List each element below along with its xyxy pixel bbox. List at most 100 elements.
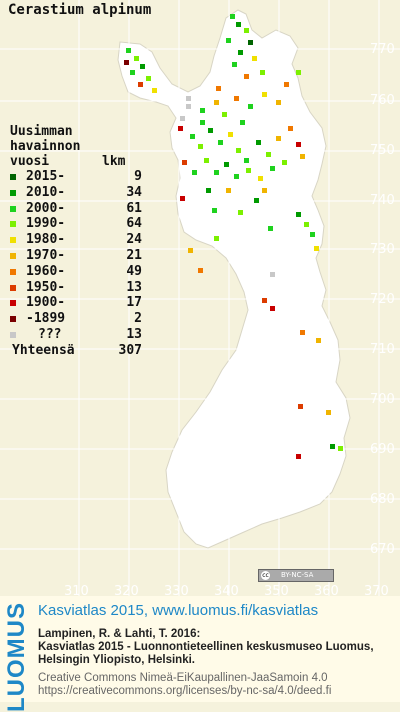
occurrence-square [152,88,157,93]
occurrence-square [192,170,197,175]
occurrence-square [300,154,305,159]
occurrence-square [178,126,183,131]
occurrence-square [214,100,219,105]
occurrence-square [222,112,227,117]
legend-swatch [10,300,16,307]
legend-total-count: 307 [118,342,142,358]
y-tick-label: 720 [370,292,395,307]
legend-row: ??? 13 [10,326,142,343]
occurrence-square [226,38,231,43]
occurrence-square [208,128,213,133]
legend-row: 2000- 61 [10,200,142,217]
legend-swatch [10,237,16,244]
occurrence-square [316,338,321,343]
legend-count-heading: lkm [102,154,126,169]
legend-label: 2000- [26,200,66,216]
occurrence-square [314,246,319,251]
occurrence-square [198,144,203,149]
occurrence-square [200,120,205,125]
license-line-1: Creative Commons Nimeä-EiKaupallinen-Jaa… [38,672,328,684]
legend-row: 1990- 64 [10,216,142,232]
occurrence-squares [124,14,343,459]
occurrence-square [146,76,151,81]
occurrence-square [276,136,281,141]
legend-swatch [10,316,16,323]
legend-heading-2: havainnon [10,139,81,154]
legend-label: 1980- [26,232,66,248]
cc-badge-text: BY-NC-SA [281,571,314,579]
occurrence-square [216,86,221,91]
occurrence-square [270,272,275,277]
occurrence-square [206,188,211,193]
occurrence-square [298,404,303,409]
legend-label: 1990- [26,216,66,232]
legend-label: 1900- [26,295,66,311]
legend-count: 49 [126,263,142,279]
occurrence-square [268,226,273,231]
species-title: Cerastium alpinum [8,2,152,18]
x-tick-label: 320 [114,584,139,599]
occurrence-square [270,306,275,311]
luomus-logo: LUOMUS [3,602,30,712]
occurrence-square [270,166,275,171]
x-tick-label: 330 [164,584,189,599]
citation-line-2: Kasviatlas 2015 - Luonnontieteellinen ke… [38,641,374,653]
occurrence-square [288,126,293,131]
legend-label: 2010- [26,184,66,200]
legend-label: 2015- [26,169,66,184]
occurrence-square [236,148,241,153]
occurrence-square [248,104,253,109]
occurrence-square [214,170,219,175]
legend-label: -1899 [26,311,66,327]
legend-label: 1950- [26,279,66,295]
finland-outline [117,9,351,549]
license-url[interactable]: https://creativecommons.org/licenses/by-… [38,685,332,697]
citation-line-3: Helsingin Yliopisto, Helsinki. [38,654,195,666]
x-tick-label: 360 [314,584,339,599]
legend: Uusimman havainnon vuosi lkm 2015- 9 2010-… [10,124,142,359]
legend-swatch [10,268,16,275]
occurrence-square [296,454,301,459]
occurrence-square [124,60,129,65]
occurrence-square [266,152,271,157]
legend-row: 1960- 49 [10,263,142,280]
legend-label: ??? [38,326,62,342]
legend-swatch [10,189,16,196]
y-tick-label: 770 [370,42,395,57]
legend-rows: 2015- 9 2010- 34 2000- 61 1990- 64 1980- 24 1970- 2… [10,169,142,343]
y-tick-label: 730 [370,242,395,257]
occurrence-square [246,168,251,173]
y-tick-label: 690 [370,442,395,457]
occurrence-square [212,208,217,213]
occurrence-square [284,82,289,87]
occurrence-square [214,236,219,241]
atlas-link[interactable]: Kasviatlas 2015, www.luomus.fi/kasviatla… [38,602,319,619]
occurrence-square [138,82,143,87]
cc-license-badge[interactable]: cc BY-NC-SA [258,569,334,582]
occurrence-square [236,22,241,27]
occurrence-square [190,134,195,139]
occurrence-square [262,188,267,193]
distribution-map: Cerastium alpinum Uusimman havainnon vuo… [0,0,400,599]
occurrence-square [226,188,231,193]
legend-row: -1899 2 [10,311,142,327]
legend-swatch [10,331,16,338]
occurrence-square [224,162,229,167]
occurrence-square [200,108,205,113]
legend-count: 21 [126,247,142,263]
legend-count: 17 [126,295,142,311]
legend-label: 1960- [26,263,66,279]
legend-count: 9 [134,169,142,184]
occurrence-square [262,92,267,97]
occurrence-square [248,40,253,45]
y-tick-label: 700 [370,392,395,407]
cc-icon: cc [261,571,270,580]
legend-total-row: Yhteensä 307 [10,343,142,359]
occurrence-square [204,158,209,163]
legend-count: 61 [126,200,142,216]
occurrence-square [188,248,193,253]
occurrence-square [140,64,145,69]
y-tick-label: 760 [370,93,395,108]
occurrence-square [182,160,187,165]
legend-row: 1980- 24 [10,232,142,248]
